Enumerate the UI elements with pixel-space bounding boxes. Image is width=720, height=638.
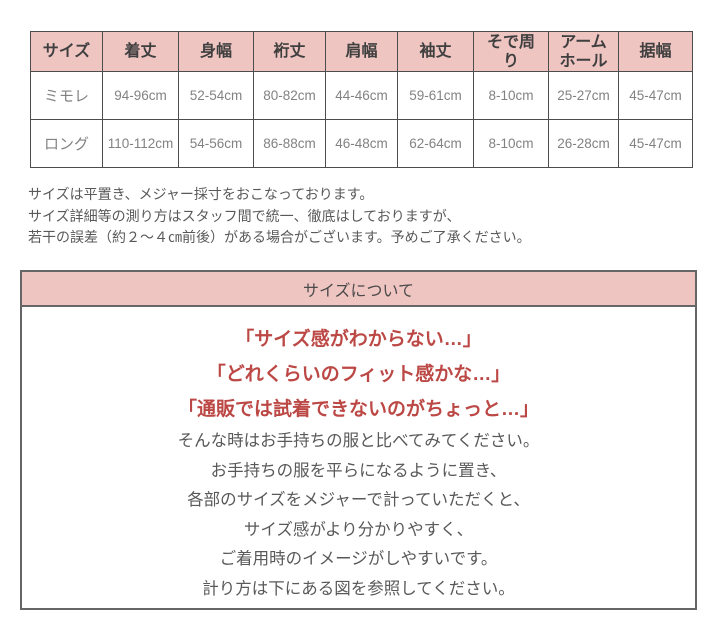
header-cell-shoulder-width: 肩幅 xyxy=(325,31,398,72)
size-chart-header-row: サイズ 着丈 身幅 裄丈 肩幅 袖丈 そで周 り アーム ホール 据幅 xyxy=(30,31,693,72)
note-line: 若干の誤差（約２～４㎝前後）がある場合がございます。予めご了承ください。 xyxy=(28,229,531,245)
table-cell: 25-27cm xyxy=(548,71,619,120)
table-cell: 94-96cm xyxy=(102,71,179,120)
table-cell: 54-56cm xyxy=(178,119,254,168)
table-cell: 44-46cm xyxy=(325,71,398,120)
note-line: サイズ詳細等の測り方はスタッフ間で統一、徹底はしておりますが、 xyxy=(28,207,461,224)
table-cell: 46-48cm xyxy=(325,119,398,168)
row-label: ロング xyxy=(30,119,103,168)
header-cell-sleeve-length: 袖丈 xyxy=(397,31,474,72)
measurement-notes: サイズは平置き、メジャー採寸をおこなっております。 サイズ詳細等の測り方はスタッ… xyxy=(28,184,531,249)
table-cell: 45-47cm xyxy=(618,71,693,120)
table-cell: 26-28cm xyxy=(548,119,619,168)
table-cell: 110-112cm xyxy=(102,119,179,168)
about-size-box: サイズについて 「サイズ感がわからない…」 「どれくらいのフィット感かな…」 「… xyxy=(20,270,697,610)
table-cell: 80-82cm xyxy=(253,71,326,120)
body-line: 計り方は下にある図を参照してください。 xyxy=(202,579,515,598)
about-size-box-title: サイズについて xyxy=(302,282,415,300)
table-cell: 59-61cm xyxy=(397,71,474,120)
body-line: ご着用時のイメージがしやすいです。 xyxy=(219,550,498,568)
about-size-box-body: 「サイズ感がわからない…」 「どれくらいのフィット感かな…」 「通販では試着でき… xyxy=(22,307,695,604)
header-cell-body-width: 身幅 xyxy=(178,31,254,72)
header-cell-sleeve-opening: そで周 り xyxy=(473,31,549,72)
header-cell-length: 着丈 xyxy=(102,31,179,72)
table-cell: 8-10cm xyxy=(473,71,549,120)
header-cell-hem-width: 据幅 xyxy=(618,31,693,72)
highlight-line: 「通販では試着できないのがちょっと…」 xyxy=(177,399,539,420)
table-cell: 45-47cm xyxy=(618,119,693,168)
about-size-box-header: サイズについて xyxy=(22,272,695,307)
highlight-line: 「どれくらいのフィット感かな…」 xyxy=(206,364,511,385)
size-chart-table: サイズ 着丈 身幅 裄丈 肩幅 袖丈 そで周 り アーム ホール 据幅 ミモレ … xyxy=(30,31,693,168)
header-cell-size: サイズ xyxy=(30,31,103,72)
table-cell: 62-64cm xyxy=(397,119,474,168)
highlight-line: 「サイズ感がわからない…」 xyxy=(235,329,482,350)
body-line: サイズ感がより分かりやすく、 xyxy=(243,520,474,539)
table-row-long: ロング 110-112cm 54-56cm 86-88cm 46-48cm 62… xyxy=(30,119,693,168)
body-line: お手持ちの服を平らになるように置き、 xyxy=(210,461,507,480)
table-row-mimore: ミモレ 94-96cm 52-54cm 80-82cm 44-46cm 59-6… xyxy=(30,71,693,120)
header-cell-sleeve-reach: 裄丈 xyxy=(253,31,326,72)
body-line: 各部のサイズをメジャーで計っていただくと、 xyxy=(187,491,530,509)
table-cell: 8-10cm xyxy=(473,119,549,168)
table-cell: 52-54cm xyxy=(178,71,254,120)
row-label: ミモレ xyxy=(30,71,103,120)
body-line: そんな時はお手持ちの服と比べてみてください。 xyxy=(177,432,540,450)
table-cell: 86-88cm xyxy=(253,119,326,168)
note-line: サイズは平置き、メジャー採寸をおこなっております。 xyxy=(28,186,374,202)
header-cell-armhole: アーム ホール xyxy=(548,31,619,72)
